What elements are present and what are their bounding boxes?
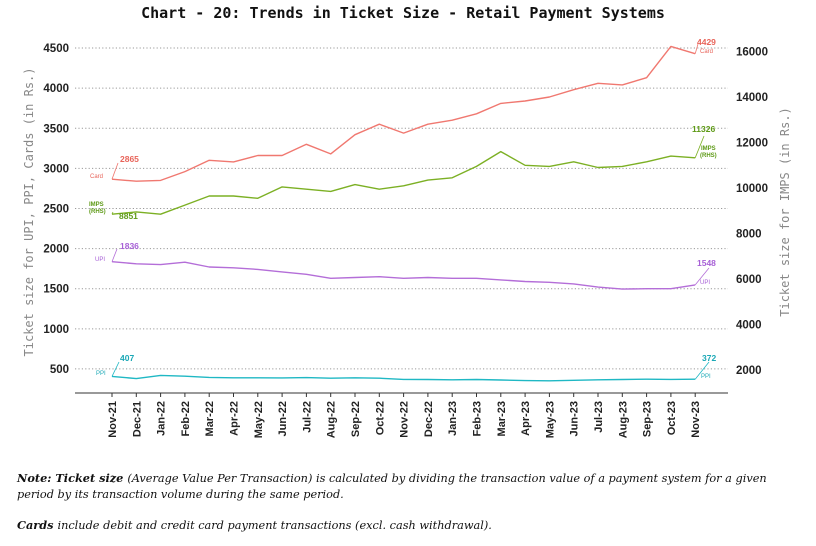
right-tick-label: 6000 bbox=[736, 274, 762, 286]
x-tick-label: Oct-22 bbox=[374, 401, 386, 435]
x-tick-label: Jan-23 bbox=[447, 401, 459, 436]
series-line-ppi bbox=[111, 374, 696, 382]
right-tick-label: 8000 bbox=[736, 229, 762, 241]
ppi-start-label-leader bbox=[111, 361, 120, 377]
x-tick-label: Oct-23 bbox=[666, 401, 678, 435]
note-prefix: Note: bbox=[17, 471, 56, 485]
cards-text: include debit and credit card payment tr… bbox=[57, 519, 492, 532]
right-tick-label: 16000 bbox=[736, 46, 768, 58]
card-tag-start: Card bbox=[90, 174, 103, 180]
imps-end-label-leader bbox=[694, 135, 705, 158]
right-axis: 2000 4000 6000 8000 10000 12000 14000 16000 bbox=[736, 46, 768, 377]
series-line-card bbox=[111, 45, 696, 182]
imps-tag-end-2: (RHS) bbox=[700, 153, 717, 159]
right-tick-label: 4000 bbox=[736, 320, 762, 332]
x-tick-label: Jun-23 bbox=[569, 401, 581, 436]
x-tick-label: May-23 bbox=[544, 401, 556, 438]
x-tick-label: Feb-22 bbox=[180, 401, 192, 436]
imps-end-label: 11326 bbox=[692, 124, 715, 134]
x-tick-label: Dec-21 bbox=[131, 401, 143, 437]
imps-start-label-leader bbox=[111, 211, 114, 215]
x-tick-label: Dec-22 bbox=[423, 401, 435, 437]
x-tick-label: Sep-22 bbox=[350, 401, 362, 437]
upi-start-label: 1836 bbox=[120, 241, 139, 251]
left-tick-label: 500 bbox=[50, 364, 69, 376]
left-tick-label: 3500 bbox=[43, 123, 69, 135]
upi-tag-end: UPI bbox=[700, 280, 710, 286]
left-tick-label: 3000 bbox=[43, 163, 69, 175]
x-tick-label: Jul-22 bbox=[301, 401, 313, 433]
x-tick-label: Jun-22 bbox=[277, 401, 289, 436]
chart-title: Chart - 20: Trends in Ticket Size - Reta… bbox=[141, 4, 665, 22]
card-start-label-leader bbox=[111, 162, 119, 180]
note-text: (Average Value Per Transaction) is calcu… bbox=[17, 472, 767, 501]
left-tick-label: 2000 bbox=[43, 244, 69, 256]
x-tick-label: Aug-22 bbox=[326, 401, 338, 438]
right-tick-label: 2000 bbox=[736, 365, 762, 377]
x-tick-label: Jan-22 bbox=[156, 401, 168, 436]
gridlines bbox=[75, 47, 728, 370]
x-tick-label: Nov-23 bbox=[690, 401, 702, 438]
right-tick-label: 12000 bbox=[736, 137, 768, 149]
left-tick-label: 2500 bbox=[43, 203, 69, 215]
series-line-upi bbox=[111, 261, 696, 290]
note-bold-term: Ticket size bbox=[55, 471, 128, 485]
x-tick-label: Nov-22 bbox=[399, 401, 411, 438]
series-labels: 28654429CardCard885111326IMPS(RHS)IMPS(R… bbox=[89, 37, 717, 380]
x-tick-label: Apr-23 bbox=[520, 401, 532, 436]
cards-bold-term: Cards bbox=[17, 518, 58, 532]
left-tick-label: 1000 bbox=[43, 324, 69, 336]
upi-end-label-leader bbox=[694, 267, 710, 286]
upi-end-label: 1548 bbox=[697, 258, 716, 268]
card-end-label-leader bbox=[694, 43, 699, 54]
x-tick-label: May-22 bbox=[253, 401, 265, 438]
x-tick-label: Jul-23 bbox=[593, 401, 605, 433]
ppi-start-label: 407 bbox=[120, 353, 134, 363]
y-axis-label-right: Ticket size for IMPS (in Rs.) bbox=[778, 107, 792, 317]
imps-start-label: 8851 bbox=[119, 211, 138, 221]
series-layer bbox=[111, 45, 696, 382]
imps-tag-end-1: IMPS bbox=[701, 146, 716, 152]
x-axis: Nov-21 Dec-21 Jan-22 Feb-22 Mar-22 Apr-22 May-… bbox=[75, 392, 728, 438]
y-axis-label-left: Ticket size for UPI, PPI, Cards (in Rs.) bbox=[22, 68, 36, 357]
ppi-end-label: 372 bbox=[702, 353, 716, 363]
x-tick-label: Apr-22 bbox=[229, 401, 241, 436]
footnote-ticket-size: Note: Ticket size (Average Value Per Tra… bbox=[17, 470, 807, 503]
right-tick-label: 14000 bbox=[736, 92, 768, 104]
x-tick-label: Sep-23 bbox=[642, 401, 654, 437]
card-start-label: 2865 bbox=[120, 154, 139, 164]
upi-start-label-leader bbox=[111, 248, 118, 262]
ppi-end-label-leader bbox=[694, 361, 710, 380]
x-tick-label: Feb-23 bbox=[472, 401, 484, 436]
footnote-cards: Cards include debit and credit card paym… bbox=[17, 517, 807, 534]
x-tick-label: Mar-23 bbox=[496, 401, 508, 436]
series-line-imps bbox=[111, 150, 696, 215]
x-tick-label: Aug-23 bbox=[617, 401, 629, 438]
left-axis: 500 1000 1500 2000 2500 3000 3500 4000 4500 bbox=[43, 43, 69, 376]
upi-tag-start: UPI bbox=[95, 257, 105, 263]
card-tag-end: Card bbox=[700, 49, 713, 55]
card-end-label: 4429 bbox=[697, 37, 716, 47]
left-tick-label: 4000 bbox=[43, 83, 69, 95]
imps-tag-start-2: (RHS) bbox=[89, 209, 106, 215]
ppi-tag-start: PPI bbox=[96, 371, 106, 377]
right-tick-label: 10000 bbox=[736, 183, 768, 195]
imps-tag-start-1: IMPS bbox=[89, 202, 104, 208]
x-tick-label: Mar-22 bbox=[204, 401, 216, 436]
left-tick-label: 4500 bbox=[43, 43, 69, 55]
line-chart: 500 1000 1500 2000 2500 3000 3500 4000 4500 2000… bbox=[22, 37, 792, 438]
ppi-tag-end: PPI bbox=[701, 374, 711, 380]
left-tick-label: 1500 bbox=[43, 284, 69, 296]
x-tick-label: Nov-21 bbox=[107, 401, 119, 438]
